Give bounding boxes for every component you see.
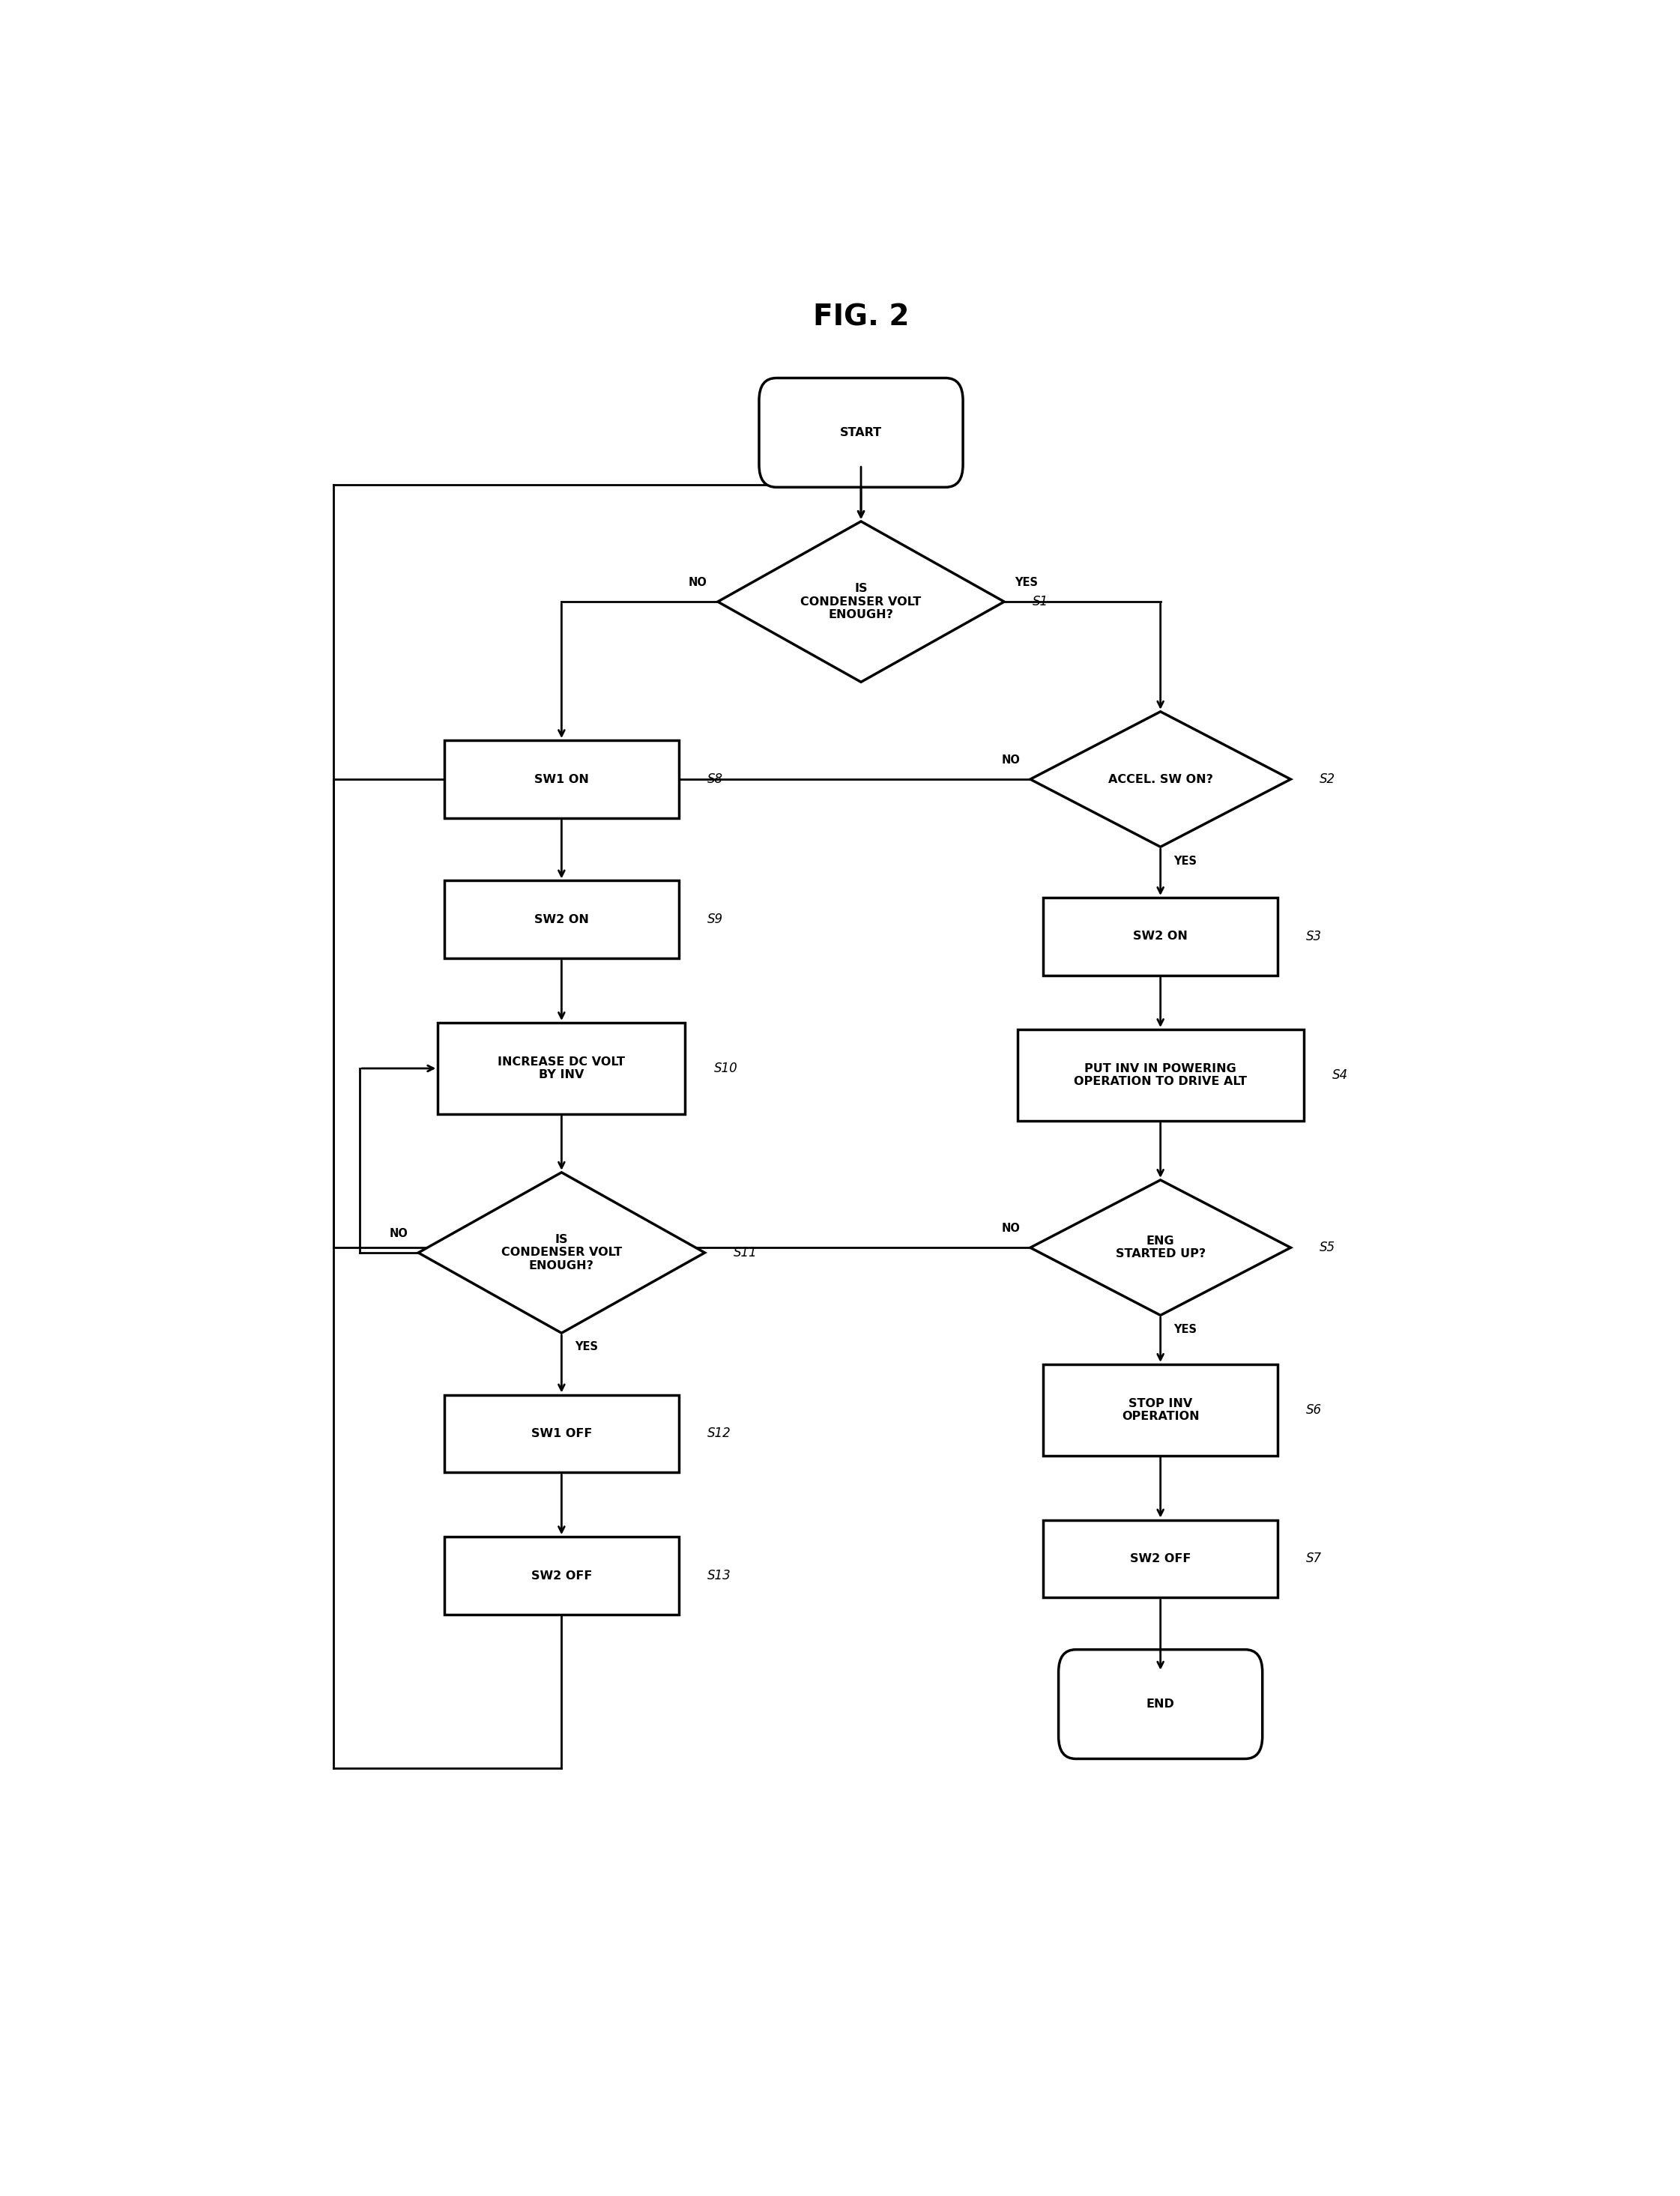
Polygon shape bbox=[1030, 712, 1290, 848]
Text: SW2 OFF: SW2 OFF bbox=[1131, 1553, 1191, 1564]
Bar bbox=[438, 1023, 685, 1113]
Text: SW2 ON: SW2 ON bbox=[1132, 931, 1188, 942]
Text: SW2 OFF: SW2 OFF bbox=[531, 1570, 591, 1581]
Bar bbox=[1043, 898, 1277, 975]
Text: PUT INV IN POWERING
OPERATION TO DRIVE ALT: PUT INV IN POWERING OPERATION TO DRIVE A… bbox=[1074, 1063, 1247, 1087]
Text: YES: YES bbox=[575, 1342, 598, 1353]
Text: S13: S13 bbox=[707, 1568, 731, 1583]
Text: NO: NO bbox=[1001, 755, 1020, 766]
Text: NO: NO bbox=[1001, 1223, 1020, 1234]
Text: S8: S8 bbox=[707, 773, 722, 786]
Text: S7: S7 bbox=[1307, 1553, 1322, 1566]
Text: SW2 ON: SW2 ON bbox=[534, 914, 590, 925]
Text: NO: NO bbox=[689, 578, 707, 589]
Text: S2: S2 bbox=[1319, 773, 1336, 786]
Bar bbox=[1043, 1364, 1277, 1456]
Polygon shape bbox=[418, 1173, 706, 1333]
Text: S9: S9 bbox=[707, 914, 722, 927]
Bar bbox=[1018, 1030, 1304, 1120]
Text: IS
CONDENSER VOLT
ENOUGH?: IS CONDENSER VOLT ENOUGH? bbox=[801, 584, 921, 619]
Text: FIG. 2: FIG. 2 bbox=[813, 303, 909, 332]
Text: S6: S6 bbox=[1307, 1403, 1322, 1416]
Text: S1: S1 bbox=[1033, 595, 1048, 608]
Bar bbox=[444, 740, 679, 819]
Text: NO: NO bbox=[390, 1228, 408, 1239]
Text: YES: YES bbox=[1173, 854, 1196, 867]
Text: END: END bbox=[1146, 1698, 1174, 1711]
Text: YES: YES bbox=[1015, 578, 1038, 589]
Text: ACCEL. SW ON?: ACCEL. SW ON? bbox=[1109, 773, 1213, 784]
Text: ENG
STARTED UP?: ENG STARTED UP? bbox=[1116, 1236, 1206, 1261]
Text: S3: S3 bbox=[1307, 929, 1322, 944]
FancyBboxPatch shape bbox=[1058, 1649, 1262, 1759]
Polygon shape bbox=[717, 520, 1005, 683]
Text: IS
CONDENSER VOLT
ENOUGH?: IS CONDENSER VOLT ENOUGH? bbox=[501, 1234, 622, 1271]
Text: S10: S10 bbox=[714, 1061, 738, 1076]
Bar bbox=[1043, 1520, 1277, 1599]
Text: STOP INV
OPERATION: STOP INV OPERATION bbox=[1122, 1399, 1200, 1423]
Text: YES: YES bbox=[1173, 1324, 1196, 1335]
Bar bbox=[444, 1537, 679, 1614]
Text: SW1 OFF: SW1 OFF bbox=[531, 1427, 591, 1438]
Bar bbox=[444, 881, 679, 957]
Text: START: START bbox=[840, 426, 882, 439]
Polygon shape bbox=[1030, 1179, 1290, 1315]
Bar bbox=[444, 1394, 679, 1474]
Text: S12: S12 bbox=[707, 1427, 731, 1441]
FancyBboxPatch shape bbox=[759, 378, 963, 488]
Text: INCREASE DC VOLT
BY INV: INCREASE DC VOLT BY INV bbox=[497, 1056, 625, 1080]
Text: S4: S4 bbox=[1332, 1069, 1347, 1083]
Text: S11: S11 bbox=[734, 1245, 758, 1261]
Text: S5: S5 bbox=[1319, 1241, 1336, 1254]
Text: SW1 ON: SW1 ON bbox=[534, 773, 590, 784]
